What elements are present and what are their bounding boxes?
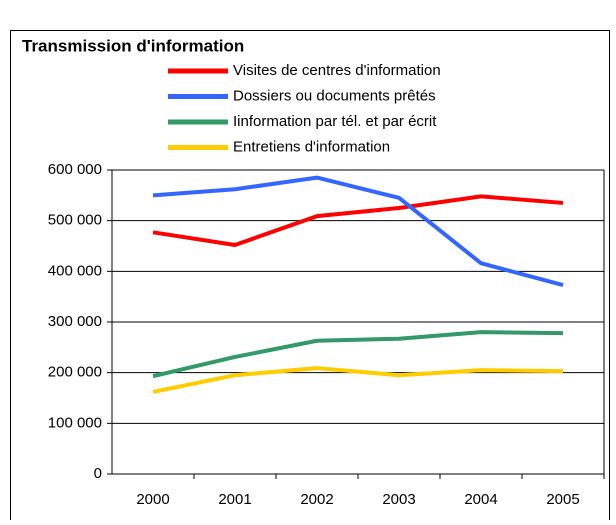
- x-tick-label: 2004: [464, 491, 497, 508]
- legend-label: Dossiers ou documents prêtés: [233, 87, 436, 104]
- chart-frame: [10, 30, 610, 525]
- series-line: [152, 194, 564, 247]
- x-tick-label: 2000: [136, 491, 169, 508]
- y-tick-label: 400 000: [48, 262, 102, 279]
- x-tick-label: 2002: [300, 491, 333, 508]
- x-tick-label: 2005: [546, 491, 579, 508]
- legend-label: Iinformation par tél. et par écrit: [233, 113, 437, 130]
- y-tick-label: 300 000: [48, 313, 102, 330]
- y-tick-label: 0: [94, 465, 102, 482]
- series-line: [152, 366, 564, 394]
- x-tick-label: 2003: [382, 491, 415, 508]
- legend-label: Visites de centres d'information: [233, 62, 441, 79]
- series-line: [152, 330, 564, 379]
- x-tick-label: 2001: [218, 491, 251, 508]
- series-line: [152, 175, 564, 287]
- y-tick-label: 200 000: [48, 364, 102, 381]
- y-tick-label: 600 000: [48, 161, 102, 178]
- chart-title: Transmission d'information: [22, 36, 244, 55]
- y-tick-label: 100 000: [48, 414, 102, 431]
- legend-label: Entretiens d'information: [233, 138, 390, 155]
- y-tick-label: 500 000: [48, 212, 102, 229]
